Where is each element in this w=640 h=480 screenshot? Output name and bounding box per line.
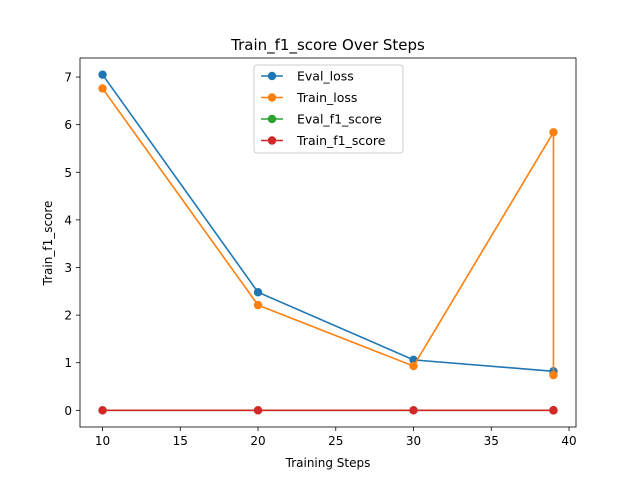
chart-title: Train_f1_score Over Steps bbox=[230, 36, 425, 55]
y-tick-label: 3 bbox=[64, 261, 72, 275]
y-tick-label: 6 bbox=[64, 118, 72, 132]
legend-label: Train_loss bbox=[296, 90, 357, 105]
y-tick-label: 1 bbox=[64, 356, 72, 370]
series-train-loss bbox=[98, 84, 558, 380]
legend-box bbox=[253, 64, 404, 154]
x-tick-label: 35 bbox=[484, 434, 499, 448]
x-tick-label: 40 bbox=[561, 434, 576, 448]
legend-label: Eval_f1_score bbox=[297, 112, 382, 127]
legend-swatch-marker bbox=[267, 114, 277, 124]
legend-item: Train_loss bbox=[261, 90, 357, 105]
y-tick-label: 5 bbox=[64, 166, 72, 180]
data-point bbox=[549, 370, 558, 380]
data-point bbox=[409, 406, 418, 415]
legend-label: Train_f1_score bbox=[296, 133, 386, 148]
plot-area bbox=[79, 57, 577, 428]
x-tick-label: 15 bbox=[173, 434, 188, 448]
x-tick-label: 20 bbox=[250, 434, 265, 448]
legend-item: Train_f1_score bbox=[261, 133, 386, 148]
x-tick-label: 25 bbox=[328, 434, 343, 448]
legend: Eval_loss Train_loss Eval_f1_score Train_f1… bbox=[253, 64, 404, 154]
legend-swatch-marker bbox=[267, 71, 277, 81]
y-tick-label: 2 bbox=[64, 309, 72, 323]
data-point bbox=[549, 406, 558, 415]
legend-swatch-marker bbox=[267, 93, 277, 102]
data-point bbox=[409, 361, 418, 371]
data-point bbox=[98, 70, 107, 79]
data-point bbox=[253, 300, 263, 310]
ticks-layer: 10 15 20 25 30 35 40 0 1 2 3 4 5 6 7 bbox=[64, 71, 576, 448]
series-line bbox=[101, 74, 554, 373]
y-tick-label: 4 bbox=[64, 213, 72, 227]
data-point bbox=[549, 128, 558, 137]
legend-item: Eval_f1_score bbox=[261, 112, 382, 127]
y-axis-label: Train_f1_score bbox=[41, 201, 55, 287]
legend-item: Eval_loss bbox=[261, 69, 354, 84]
y-tick-label: 0 bbox=[64, 404, 72, 418]
legend-swatch-marker bbox=[267, 136, 277, 145]
data-point bbox=[98, 84, 107, 93]
data-point bbox=[253, 406, 263, 415]
data-point bbox=[98, 406, 107, 415]
x-tick-label: 30 bbox=[406, 434, 421, 448]
series-train-f1-score bbox=[98, 406, 558, 415]
data-point bbox=[253, 288, 263, 297]
plot-frame bbox=[79, 57, 577, 428]
x-tick-label: 10 bbox=[95, 434, 110, 448]
series-layer bbox=[98, 70, 558, 415]
y-tick-label: 7 bbox=[64, 71, 72, 85]
legend-label: Eval_loss bbox=[297, 69, 354, 84]
x-axis-label: Training Steps bbox=[285, 456, 371, 470]
